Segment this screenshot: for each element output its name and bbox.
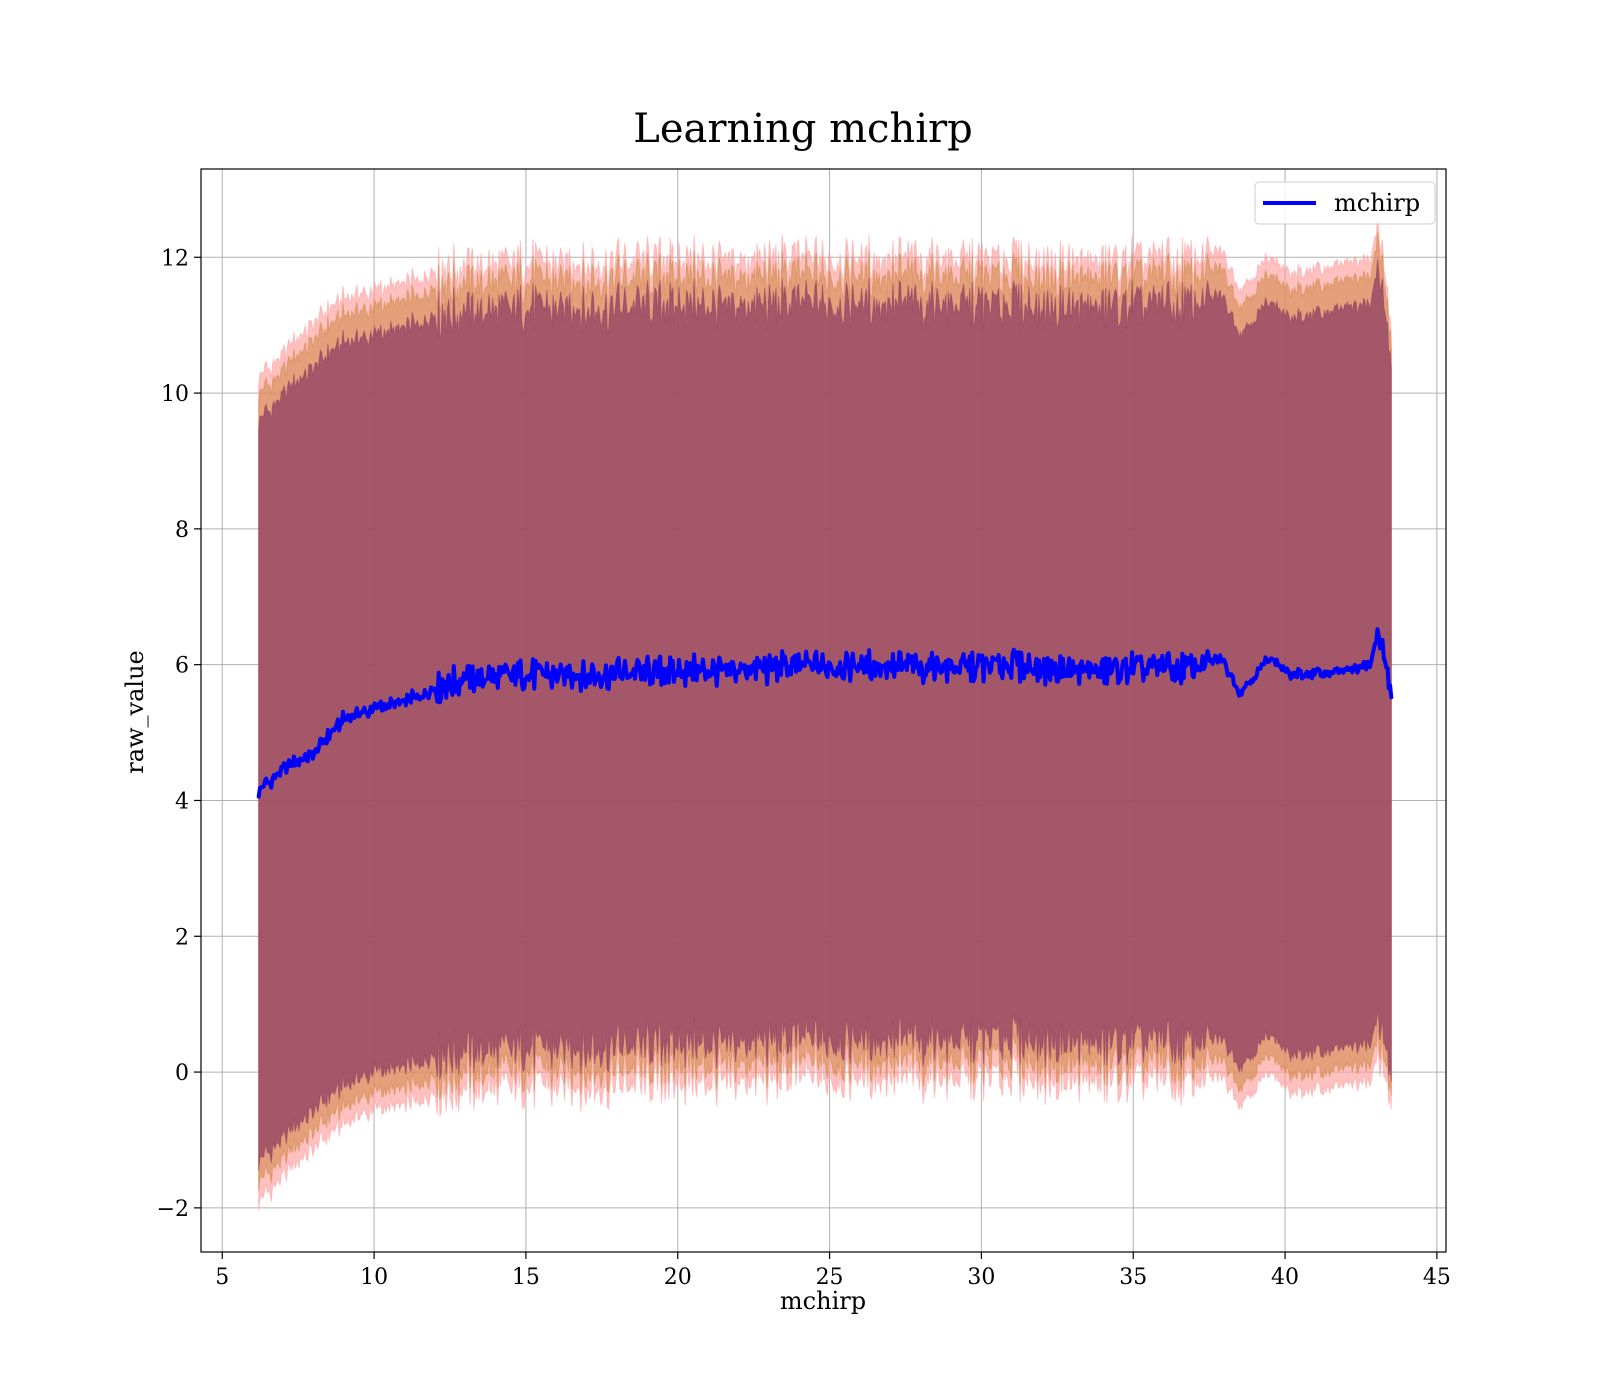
legend: mchirp (1254, 181, 1436, 225)
y-tick-label: 0 (175, 1061, 189, 1086)
y-axis-ticks: −2 0 2 4 6 8 10 12 (157, 246, 201, 1222)
x-tick-label: 20 (664, 1265, 692, 1290)
axes-frame (200, 168, 1447, 1253)
x-axis-ticks: 5 10 15 20 25 30 35 40 45 (215, 1252, 1451, 1290)
y-axis-label: raw_value (121, 650, 149, 774)
x-axis-label: mchirp (780, 1287, 866, 1315)
x-tick-label: 45 (1423, 1265, 1451, 1290)
chart-title: Learning mchirp (633, 106, 972, 152)
y-tick-label: 8 (175, 518, 189, 543)
y-tick-label: 10 (161, 382, 189, 407)
y-tick-label: 12 (161, 246, 189, 271)
confidence-band-3 (258, 259, 1392, 1171)
x-tick-label: 15 (512, 1265, 540, 1290)
y-tick-label: −2 (157, 1197, 189, 1222)
y-tick-label: 6 (175, 654, 189, 679)
band-layer (258, 217, 1392, 1212)
x-tick-label: 5 (215, 1265, 229, 1290)
y-tick-label: 4 (175, 789, 189, 814)
legend-entry-mchirp: mchirp (1334, 189, 1420, 217)
series-line-mchirp (256, 627, 1394, 799)
line-layer (256, 627, 1394, 799)
x-tick-label: 40 (1271, 1265, 1299, 1290)
legend-box (1254, 181, 1436, 225)
x-tick-label: 30 (967, 1265, 995, 1290)
x-tick-label: 25 (816, 1265, 844, 1290)
x-tick-label: 35 (1119, 1265, 1147, 1290)
x-tick-label: 10 (360, 1265, 388, 1290)
y-tick-label: 2 (175, 925, 189, 950)
